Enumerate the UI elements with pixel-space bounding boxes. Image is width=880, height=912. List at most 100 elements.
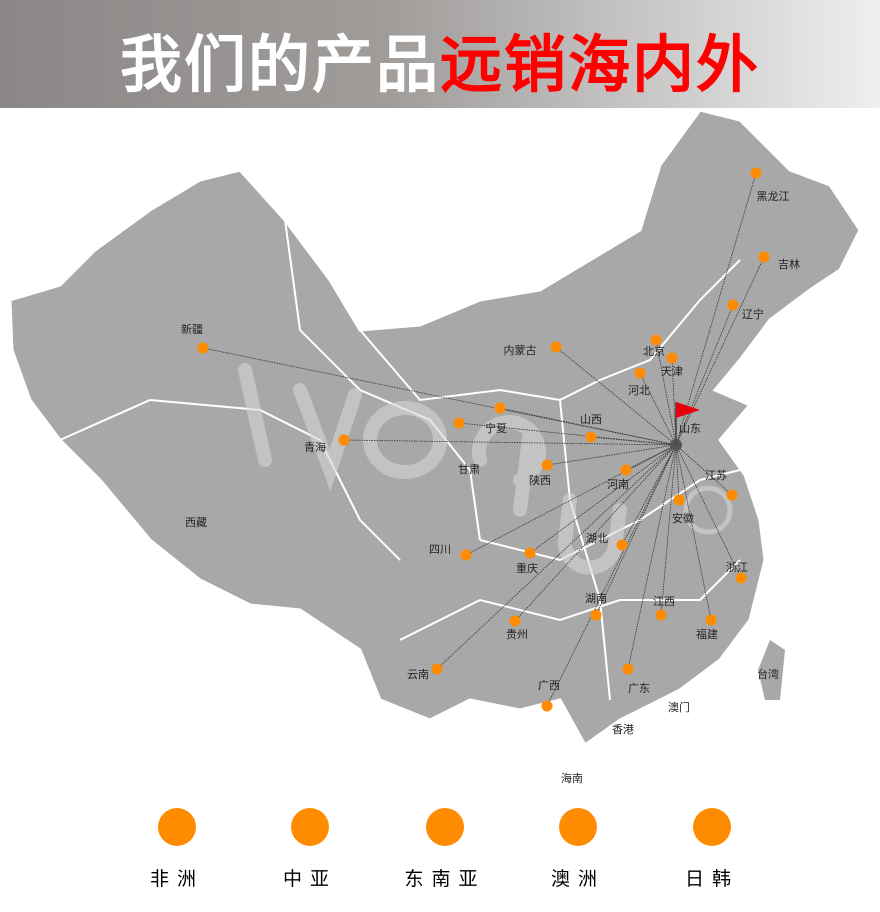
province-dot bbox=[550, 341, 562, 353]
province-dot bbox=[197, 342, 209, 354]
province-dot bbox=[666, 352, 678, 364]
province-label: 吉林 bbox=[778, 257, 800, 271]
taiwan-landmass bbox=[758, 640, 785, 700]
province-label: 四川 bbox=[429, 543, 451, 556]
route-line bbox=[675, 444, 712, 621]
province-label: 香港 bbox=[612, 723, 634, 736]
province-label: 福建 bbox=[696, 627, 718, 641]
legend-label: 澳洲 bbox=[550, 868, 605, 890]
legend-label: 非洲 bbox=[149, 868, 204, 890]
province-label: 台湾 bbox=[757, 667, 779, 681]
province-label: 重庆 bbox=[516, 561, 538, 575]
legend-dot bbox=[426, 808, 464, 846]
watermark-stroke bbox=[471, 415, 546, 517]
hub-label: 山东 bbox=[679, 422, 701, 435]
watermark-stroke bbox=[238, 363, 272, 467]
legend-africa: 非洲 bbox=[127, 808, 227, 891]
province-dot bbox=[460, 549, 472, 561]
legend-japan-korea: 日韩 bbox=[662, 808, 762, 891]
legend-southeast-asia: 东南亚 bbox=[395, 808, 495, 891]
province-label: 云南 bbox=[407, 668, 429, 681]
title-red: 远销海内外 bbox=[440, 28, 761, 101]
province-dot bbox=[616, 539, 628, 551]
province-dot bbox=[622, 663, 634, 675]
province-label: 天津 bbox=[661, 365, 683, 378]
route-line bbox=[529, 444, 677, 554]
province-label: 山西 bbox=[580, 413, 602, 426]
province-dot bbox=[705, 614, 717, 626]
route-line bbox=[595, 444, 677, 616]
legend-label: 日韩 bbox=[684, 868, 739, 890]
province-label: 澳门 bbox=[668, 700, 690, 714]
route-line bbox=[660, 444, 677, 616]
province-label: 新疆 bbox=[181, 322, 203, 336]
province-dot bbox=[655, 609, 667, 621]
route-line bbox=[546, 444, 677, 707]
province-dot bbox=[585, 431, 597, 443]
route-line bbox=[675, 304, 734, 446]
legend-label: 东南亚 bbox=[404, 868, 486, 890]
route-line bbox=[621, 444, 677, 546]
province-label: 广东 bbox=[628, 682, 650, 695]
route-line bbox=[590, 436, 677, 446]
route-line bbox=[465, 444, 677, 556]
province-label: 江西 bbox=[653, 595, 675, 608]
province-dot bbox=[590, 609, 602, 621]
legend-dot bbox=[559, 808, 597, 846]
route-line bbox=[514, 444, 677, 622]
province-dot bbox=[735, 572, 747, 584]
route-line bbox=[458, 422, 677, 446]
province-dot bbox=[494, 402, 506, 414]
province-dot bbox=[338, 434, 350, 446]
province-label: 河南 bbox=[607, 478, 629, 491]
province-label: 北京 bbox=[643, 344, 665, 358]
province-dot bbox=[750, 167, 762, 179]
province-dot bbox=[726, 489, 738, 501]
province-dots bbox=[197, 167, 770, 712]
route-line bbox=[546, 444, 677, 466]
province-label: 甘肃 bbox=[458, 463, 480, 476]
route-line bbox=[436, 444, 677, 670]
province-dot bbox=[524, 547, 536, 559]
route-line bbox=[555, 346, 677, 446]
legend-dot bbox=[158, 808, 196, 846]
province-label: 辽宁 bbox=[742, 307, 764, 321]
watermark-stroke bbox=[293, 383, 362, 491]
province-label: 湖南 bbox=[585, 592, 607, 605]
route-line bbox=[655, 339, 677, 446]
province-label: 西藏 bbox=[185, 516, 207, 529]
route-line bbox=[675, 444, 742, 579]
province-dot bbox=[453, 417, 465, 429]
province-dot bbox=[541, 459, 553, 471]
page-title: 我们的产品远销海内外 bbox=[0, 14, 880, 104]
flag-icon bbox=[676, 402, 700, 418]
route-line bbox=[675, 444, 680, 501]
route-line bbox=[675, 172, 757, 446]
province-label: 宁夏 bbox=[485, 421, 507, 435]
hub-marker bbox=[670, 402, 700, 451]
province-label: 安徽 bbox=[672, 511, 694, 525]
title-white: 我们的产品 bbox=[119, 28, 440, 101]
province-label: 内蒙古 bbox=[504, 343, 537, 357]
province-label: 陕西 bbox=[529, 473, 551, 487]
route-line bbox=[639, 372, 677, 446]
province-dot bbox=[509, 615, 521, 627]
legend-australia: 澳洲 bbox=[528, 808, 628, 891]
province-dot bbox=[541, 700, 553, 712]
province-dot bbox=[620, 464, 632, 476]
route-line bbox=[625, 444, 677, 471]
province-dot bbox=[758, 251, 770, 263]
registered-mark-icon bbox=[683, 485, 733, 535]
route-line bbox=[675, 256, 765, 446]
province-label: 浙江 bbox=[726, 561, 748, 574]
province-dot bbox=[673, 494, 685, 506]
legend-central-asia: 中亚 bbox=[260, 808, 360, 891]
route-line bbox=[202, 347, 677, 446]
watermark-stroke bbox=[557, 493, 627, 575]
province-label: 黑龙江 bbox=[757, 190, 790, 203]
route-line bbox=[343, 439, 677, 446]
legend-dot bbox=[291, 808, 329, 846]
legend-label: 中亚 bbox=[282, 868, 337, 890]
route-lines bbox=[202, 172, 765, 707]
